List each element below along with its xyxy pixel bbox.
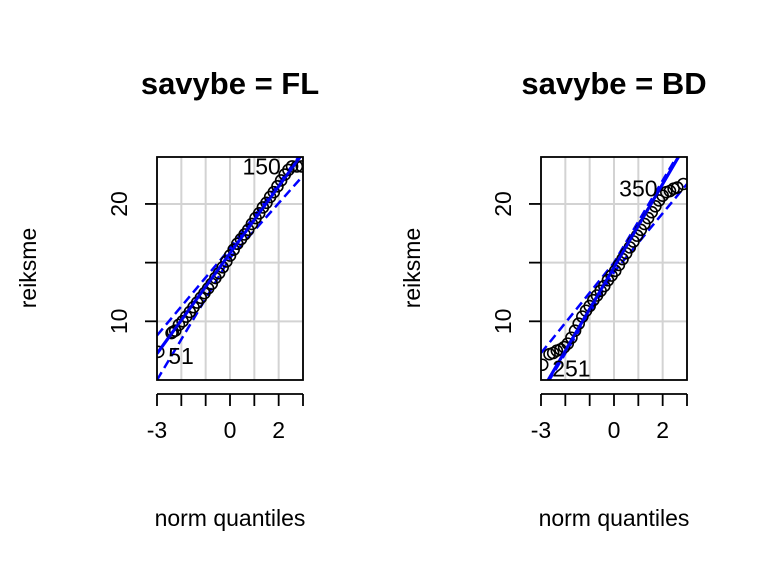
envelope-upper-line [157, 157, 301, 337]
x-axis-label: norm quantiles [155, 505, 306, 531]
x-tick-label: -3 [147, 417, 167, 443]
y-axis-label: reiksme [15, 228, 41, 309]
x-tick-label: -3 [531, 417, 551, 443]
plot-frame [540, 156, 688, 381]
outlier-label: 350 [619, 176, 657, 202]
outlier-label: 251 [552, 356, 590, 382]
x-tick-label: 0 [224, 417, 237, 443]
x-tick-label: 2 [656, 417, 669, 443]
data-point [565, 331, 578, 345]
x-tick-label: 0 [608, 417, 621, 443]
data-point [285, 160, 299, 173]
y-tick-label: 10 [106, 309, 132, 335]
panel-title: savybe = BD [521, 66, 706, 101]
data-point [541, 358, 549, 372]
x-axis-label: norm quantiles [539, 505, 690, 531]
panel-title: savybe = FL [141, 66, 319, 101]
y-tick-label: 20 [106, 191, 132, 217]
outlier-label: 51 [168, 343, 194, 369]
data-point [670, 181, 684, 194]
y-tick-label: 20 [490, 191, 516, 217]
data-point [172, 318, 186, 332]
plot-area [541, 157, 687, 380]
data-point [295, 160, 303, 173]
qq-panel-bd: savybe = BD reiksme norm quantiles 350 25… [399, 66, 707, 531]
y-tick-label: 10 [490, 309, 516, 335]
qq-panel-fl: savybe = FL reiksme norm quantiles 15051… [15, 66, 319, 531]
y-axis-label: reiksme [399, 228, 425, 309]
reference-line-overlay [157, 157, 302, 355]
data-point [677, 177, 687, 191]
plot-frame [156, 156, 304, 381]
plot-area [157, 157, 303, 380]
data-point [157, 345, 165, 359]
reference-line-overlay [546, 157, 681, 380]
x-tick-label: 2 [272, 417, 285, 443]
